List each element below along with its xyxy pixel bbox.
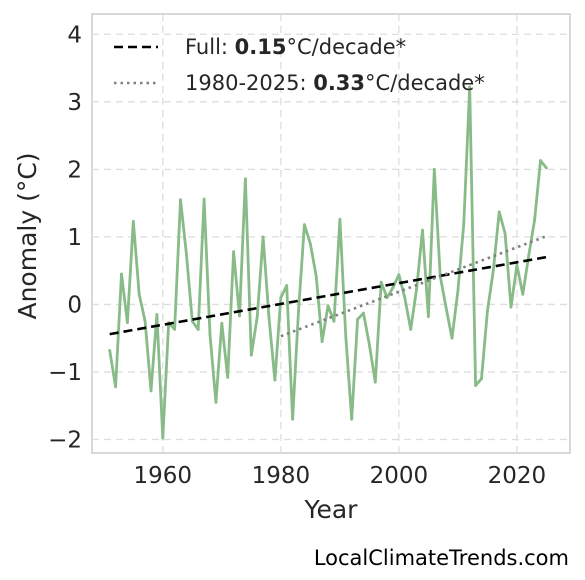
data-point <box>208 333 212 337</box>
data-point <box>314 274 318 278</box>
y-tick-labels: −2 −1 0 1 2 3 4 <box>48 22 82 453</box>
data-point <box>161 436 165 440</box>
data-point <box>509 305 513 309</box>
data-point <box>267 316 271 320</box>
data-point <box>273 378 277 382</box>
data-point <box>149 389 153 393</box>
data-point <box>415 287 418 291</box>
data-point <box>238 314 241 318</box>
plot-area <box>91 13 571 454</box>
data-point <box>403 296 407 300</box>
data-point <box>344 335 348 339</box>
data-point <box>515 263 519 267</box>
data-point <box>126 321 129 325</box>
y-tick-label: 0 <box>67 292 82 318</box>
data-point <box>397 273 401 277</box>
data-point <box>426 315 430 318</box>
x-tick-label: 2000 <box>370 463 429 489</box>
recent-trend-line <box>280 234 547 338</box>
data-point <box>308 242 312 246</box>
data-point <box>539 159 542 162</box>
data-point <box>244 177 247 181</box>
data-point <box>462 221 466 225</box>
data-point <box>350 417 354 421</box>
data-point <box>185 252 188 256</box>
data-point <box>468 85 472 89</box>
legend-entry: 1980-2025: 0.33°C/decade* <box>185 71 485 95</box>
data-point <box>232 250 236 254</box>
data-point <box>279 296 283 300</box>
data-point <box>367 343 371 347</box>
y-tick-label: 4 <box>67 22 82 48</box>
data-point <box>114 385 118 389</box>
data-point <box>391 286 395 289</box>
data-point <box>356 317 359 321</box>
data-point <box>421 228 424 232</box>
data-point <box>220 321 224 325</box>
data-point <box>291 417 295 421</box>
data-point <box>173 328 177 331</box>
data-point <box>456 289 460 293</box>
data-point <box>497 210 501 214</box>
data-point <box>373 380 377 384</box>
legend-entry: Full: 0.15°C/decade* <box>185 35 406 59</box>
data-point <box>249 353 253 357</box>
grid <box>92 14 570 453</box>
y-tick-label: −2 <box>48 427 82 453</box>
data-point <box>533 218 536 222</box>
data-point <box>432 167 436 171</box>
credit-text: LocalClimateTrends.com <box>313 546 569 570</box>
data-point <box>544 166 548 170</box>
data-point <box>285 284 289 287</box>
y-axis-label: Anomaly (°C) <box>13 152 42 319</box>
data-point <box>108 348 112 352</box>
data-point <box>480 377 483 381</box>
x-tick-label: 2020 <box>488 463 547 489</box>
data-point <box>527 254 531 258</box>
data-point <box>214 400 218 404</box>
data-point <box>444 306 448 310</box>
y-tick-label: 2 <box>67 157 82 183</box>
data-point <box>261 235 265 239</box>
data-point <box>137 292 141 296</box>
data-point <box>409 328 413 331</box>
data-point <box>143 319 147 323</box>
data-point <box>379 280 383 284</box>
data-point <box>450 336 454 340</box>
data-point <box>521 292 525 296</box>
data-point <box>131 219 135 223</box>
data-point <box>362 311 365 315</box>
data-point <box>226 375 230 379</box>
data-point <box>326 304 330 308</box>
data-point <box>303 223 306 227</box>
data-point <box>332 319 336 323</box>
data-point <box>297 309 300 313</box>
data-point <box>202 197 206 201</box>
y-tick-label: −1 <box>48 360 82 386</box>
data-point <box>255 315 259 319</box>
trend-layer <box>109 234 547 338</box>
data-point <box>503 232 507 235</box>
data-point <box>474 384 477 387</box>
data-point <box>338 217 342 221</box>
data-point <box>485 309 489 313</box>
data-point <box>179 198 182 202</box>
x-tick-labels: 1960 1980 2000 2020 <box>134 463 547 489</box>
full-trend-line <box>109 255 547 336</box>
x-tick-label: 1980 <box>252 463 311 489</box>
data-point <box>155 313 159 316</box>
x-axis-label: Year <box>304 495 359 524</box>
data-point <box>196 328 200 331</box>
data-point <box>120 272 123 276</box>
x-tick-label: 1960 <box>134 463 193 489</box>
y-tick-label: 1 <box>67 225 82 251</box>
y-tick-label: 3 <box>67 90 82 116</box>
data-point <box>320 340 324 343</box>
data-point <box>491 269 495 273</box>
legend: Full: 0.15°C/decade* 1980-2025: 0.33°C/de… <box>114 35 485 95</box>
series-layer <box>108 85 548 440</box>
